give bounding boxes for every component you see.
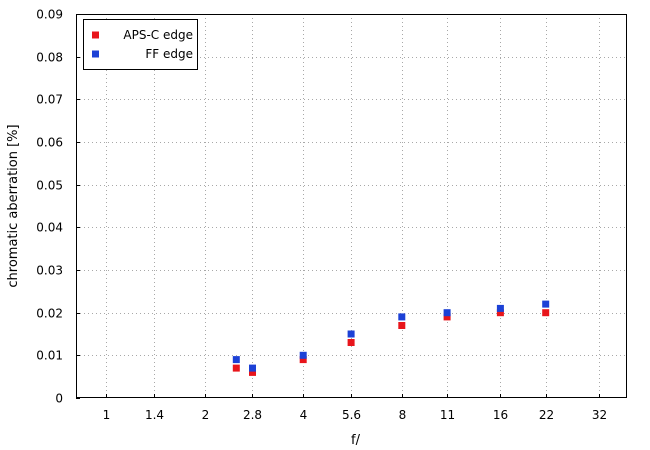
y-tick-label: 0.06 [36, 136, 63, 150]
aps-c-point [542, 309, 550, 317]
x-tick-label: 1 [103, 408, 111, 422]
grid-lines [76, 14, 627, 398]
x-tick-label: 4 [300, 408, 308, 422]
ff-point [542, 300, 550, 308]
x-axis-title: f/ [351, 433, 361, 448]
x-tick-label: 22 [539, 408, 554, 422]
aps-c-point [249, 368, 256, 376]
y-tick-label: 0.03 [36, 264, 63, 278]
y-tick-label: 0.01 [36, 349, 63, 363]
ff-point [249, 364, 256, 372]
y-tick-label: 0.09 [36, 8, 63, 22]
legend-box [83, 19, 198, 70]
x-tick-label: 16 [493, 408, 508, 422]
x-tick-label: 1.4 [145, 408, 164, 422]
x-tick-label: 5.6 [342, 408, 361, 422]
ff-point [347, 330, 355, 338]
aps-c-point [347, 339, 355, 346]
plot-frame [76, 14, 627, 398]
y-tick-label: 0.04 [36, 221, 63, 235]
aps-c-point [299, 356, 307, 364]
x-tick-label: 11 [440, 408, 455, 422]
y-tick-label: 0.05 [36, 179, 63, 193]
ff-point [232, 356, 240, 364]
y-tick-label: 0.08 [36, 51, 63, 65]
ff-point [398, 313, 406, 321]
x-axis-ticks: 1 1.4 2 2.8 4 5.6 8 11 16 22 32 [103, 394, 607, 422]
x-tick-label: 32 [592, 408, 607, 422]
aps-c-point [398, 322, 406, 329]
legend: APS-C edge FF edge [83, 19, 198, 70]
ff-point [496, 304, 504, 312]
legend-label-aps-c: APS-C edge [123, 28, 193, 42]
ff-point [443, 309, 451, 317]
aps-c-point [443, 313, 451, 321]
legend-marker-ff [92, 50, 99, 58]
legend-marker-aps-c [92, 31, 99, 39]
x-tick-label: 2.8 [243, 408, 262, 422]
aps-c-point [496, 309, 504, 317]
y-tick-label: 0.02 [36, 307, 63, 321]
y-tick-label: 0 [55, 392, 63, 406]
data-points [232, 300, 550, 376]
y-axis-title: chromatic aberration [%] [6, 124, 21, 287]
x-tick-label: 2 [202, 408, 210, 422]
aps-c-point [232, 364, 240, 372]
y-tick-label: 0.07 [36, 93, 63, 107]
legend-label-ff: FF edge [145, 47, 193, 61]
y-axis-ticks: 0 0.01 0.02 0.03 0.04 0.05 0.06 0.07 0.08 0.09 [36, 8, 80, 406]
ff-point [299, 351, 307, 359]
x-tick-label: 8 [399, 408, 407, 422]
